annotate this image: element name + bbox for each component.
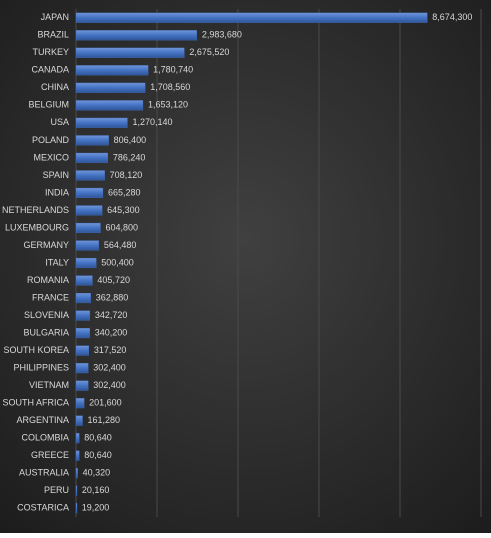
value-label: 19,200 [82,503,110,513]
bar [75,152,108,163]
value-label: 645,300 [107,205,140,215]
y-tick-label: FRANCE [32,292,69,302]
y-tick-label: SPAIN [43,170,69,180]
value-label: 564,480 [104,240,137,250]
value-label: 340,200 [95,327,128,337]
bar [75,310,91,321]
bar [75,65,149,76]
bar [75,398,85,409]
y-tick-label: INDIA [45,187,69,197]
value-label: 80,640 [84,450,112,460]
value-label: 604,800 [105,222,138,232]
y-tick-label: POLAND [32,135,70,145]
y-tick-label: ARGENTINA [16,415,69,425]
value-label: 405,720 [97,275,130,285]
bar [75,100,144,111]
bar [75,468,78,479]
value-label: 80,640 [84,433,112,443]
y-tick-label: LUXEMBOURG [5,222,69,232]
y-tick-label: USA [50,117,69,127]
bar [75,292,91,304]
y-tick-label: COSTARICA [17,503,69,513]
value-label: 8,674,300 [432,12,472,22]
y-tick-label: PERU [44,485,69,495]
value-label: 1,708,560 [150,82,190,92]
bar [75,222,101,234]
bar [75,135,109,146]
value-label: 1,270,140 [132,117,172,127]
y-tick-label: GERMANY [23,240,69,250]
bar [75,205,103,216]
value-label: 40,320 [83,468,111,478]
y-tick-label: SOUTH KOREA [3,345,69,355]
value-label: 317,520 [94,345,127,355]
bar [75,503,78,514]
value-label: 342,720 [95,310,128,320]
y-tick-label: SOUTH AFRICA [2,398,69,408]
bar [75,30,197,41]
value-label: 1,653,120 [148,100,188,110]
value-label: 302,400 [93,362,126,372]
value-label: 302,400 [93,380,126,390]
value-label: 786,240 [113,152,146,162]
y-tick-label: ITALY [45,257,69,267]
bar [75,485,78,496]
value-label: 161,280 [88,415,121,425]
y-tick-label: COLOMBIA [21,433,69,443]
bar [75,240,100,251]
y-tick-label: BELGIUM [28,100,69,110]
bar [75,433,80,444]
bar [75,47,185,58]
bar [75,117,128,128]
value-label: 708,120 [110,170,143,180]
y-tick-label: CANADA [31,65,69,75]
value-label: 362,880 [96,292,129,302]
y-tick-label: NETHERLANDS [2,205,69,215]
y-tick-label: CHINA [41,82,69,92]
y-tick-label: BULGARIA [23,327,69,337]
bar [75,187,104,198]
value-label: 201,600 [89,398,122,408]
bar [75,82,146,93]
y-tick-label: JAPAN [41,12,69,22]
value-label: 665,280 [108,187,141,197]
y-tick-label: VIETNAM [29,380,69,390]
value-label: 20,160 [82,485,110,495]
y-tick-label: AUSTRALIA [19,468,69,478]
bar [75,363,89,374]
value-label: 500,400 [101,257,134,267]
y-tick-label: PHILIPPINES [13,362,69,372]
bar [75,12,428,23]
y-tick-label: ROMANIA [27,275,69,285]
value-label: 2,983,680 [202,30,242,40]
value-label: 806,400 [114,135,147,145]
y-tick-label: TURKEY [32,47,69,57]
bar [75,380,89,391]
value-label: 1,780,740 [153,65,193,75]
y-tick-label: BRAZIL [37,30,69,40]
y-tick-label: SLOVENIA [24,310,69,320]
bar [75,450,80,461]
bar [75,257,97,269]
value-label: 2,675,520 [189,47,229,57]
bar [75,415,83,426]
bar [75,170,105,181]
bar [75,328,90,339]
bar [75,345,90,356]
y-tick-label: GREECE [31,450,69,460]
y-tick-label: MEXICO [33,152,69,162]
bar [75,275,93,286]
